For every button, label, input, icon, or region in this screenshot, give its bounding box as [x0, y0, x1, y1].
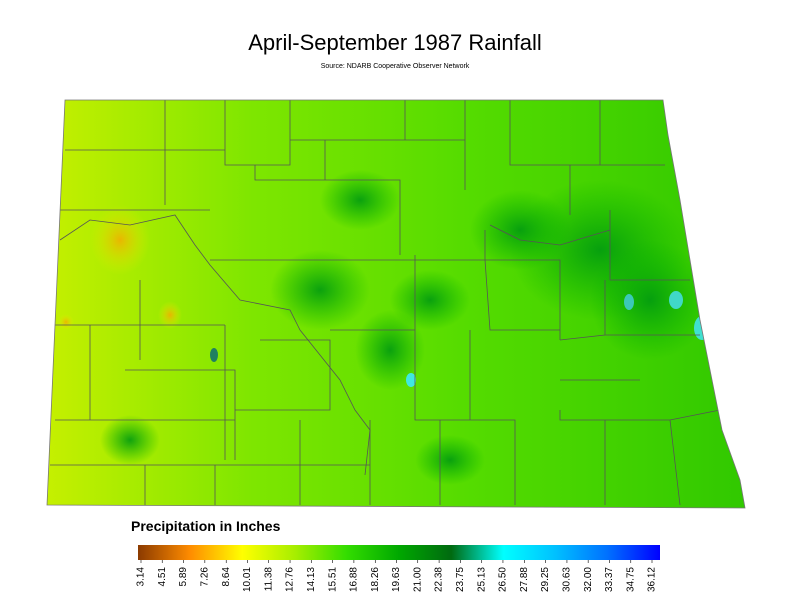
tick-label: 12.76	[285, 567, 296, 592]
rainfall-map	[47, 100, 745, 508]
title: April-September 1987 Rainfall	[248, 30, 542, 55]
county-lines	[50, 100, 721, 506]
high-spot	[406, 373, 416, 387]
high-spot	[210, 348, 218, 362]
tick-label: 18.26	[370, 567, 381, 592]
colorbar	[138, 545, 660, 560]
tick-label: 33.37	[604, 567, 615, 592]
tick-label: 11.38	[263, 567, 274, 592]
tick-label: 5.89	[178, 567, 189, 587]
tick-label: 3.14	[136, 567, 147, 587]
tick-label: 32.00	[583, 567, 594, 592]
tick-label: 29.25	[540, 567, 551, 592]
tick-label: 15.51	[327, 567, 338, 592]
tick-label: 22.38	[434, 567, 445, 592]
tick-label: 26.50	[498, 567, 509, 592]
rain-blobs	[58, 170, 710, 485]
legend-title: Precipitation in Inches	[131, 518, 281, 534]
tick-label: 10.01	[242, 567, 253, 592]
tick-label: 19.63	[391, 567, 402, 592]
high-spot	[624, 294, 634, 310]
state-outline	[46, 99, 746, 509]
high-spot	[669, 291, 683, 309]
tick-label: 34.75	[625, 567, 636, 592]
tick-label: 23.75	[455, 567, 466, 592]
tick-label: 21.00	[412, 567, 423, 592]
tick-label: 25.13	[476, 567, 487, 592]
tick-label: 14.13	[306, 567, 317, 592]
tick-label: 27.88	[519, 567, 530, 592]
tick-label: 30.63	[562, 567, 573, 592]
tick-label: 16.88	[349, 567, 360, 592]
tick-label: 36.12	[647, 567, 658, 592]
tick-label: 7.26	[199, 567, 210, 587]
tick-label: 4.51	[157, 567, 168, 587]
tick-label: 8.64	[221, 567, 232, 587]
source: Source: NDARB Cooperative Observer Netwo…	[321, 63, 470, 70]
